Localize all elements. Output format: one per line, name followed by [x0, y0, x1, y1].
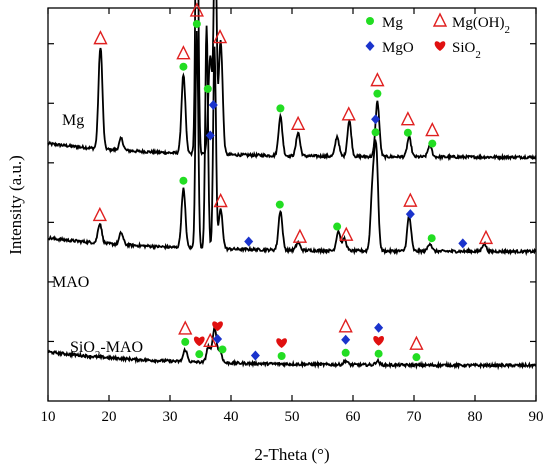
x-tick-label: 60: [346, 409, 361, 425]
mgoh2-marker: [339, 226, 354, 241]
mg-marker: [275, 200, 284, 209]
y-axis-title: Intensity (a.u.): [6, 155, 25, 255]
mg-marker: [195, 350, 204, 359]
mgoh2-marker: [176, 45, 191, 60]
legend-label-base: Mg(OH): [452, 15, 505, 31]
series-traces: [47, 0, 537, 371]
mg-marker: [403, 128, 412, 137]
mgoh2-marker: [213, 192, 228, 208]
series-label-base: SiO: [70, 339, 95, 356]
trace-Mg: [47, 0, 537, 162]
series-label-Mg: Mg: [62, 112, 84, 129]
x-tick-label: 40: [224, 409, 239, 425]
mgoh2-marker: [425, 122, 440, 137]
mg-marker: [203, 84, 212, 93]
mgo-marker: [213, 334, 223, 345]
mg-marker: [179, 62, 188, 71]
x-tick-label: 30: [163, 409, 178, 425]
mg-marker: [374, 349, 383, 358]
mgoh2-marker: [432, 12, 448, 27]
series-label-SiO2-MAO: SiO2-MAO: [70, 339, 143, 361]
mgo-marker: [250, 350, 260, 361]
mgoh2-marker: [212, 28, 228, 44]
mgoh2-marker: [478, 229, 494, 245]
x-tick-label: 50: [285, 409, 300, 425]
mgoh2-marker: [92, 206, 107, 222]
legend-entry-Mg: Mg: [382, 15, 403, 31]
x-tick-label: 90: [529, 409, 544, 425]
mg-marker: [218, 345, 227, 354]
trace-SiO2-MAO: [47, 325, 537, 371]
mgoh2-marker: [370, 72, 385, 87]
legend-label-base: Mg: [382, 15, 403, 31]
x-tick-label: 70: [407, 409, 422, 425]
x-axis-title: 2-Theta (°): [254, 445, 329, 464]
axis-ticks: 10 20 30 40 50 60 70 80 90: [41, 8, 544, 425]
mgoh2-marker: [338, 318, 353, 333]
mg-marker: [277, 351, 286, 360]
mg-marker: [366, 17, 374, 25]
mg-marker: [333, 222, 342, 231]
series-label-sub: 2: [95, 349, 101, 361]
phase-markers: [92, 2, 494, 362]
mgoh2-marker: [341, 106, 356, 121]
legend-entry-SiO2: SiO2: [452, 40, 481, 61]
mgo-marker: [205, 130, 215, 141]
trace-MAO: [47, 25, 537, 257]
mgoh2-marker: [400, 111, 416, 126]
mgo-marker: [405, 209, 415, 220]
mg-marker: [341, 348, 350, 357]
legend-entry-MgO: MgO: [382, 40, 414, 56]
x-tick-label: 80: [468, 409, 483, 425]
mgo-marker: [341, 334, 351, 345]
legend-label-sub: 2: [475, 49, 481, 61]
x-tick-label: 20: [102, 409, 117, 425]
sio2-marker: [373, 336, 384, 346]
legend-label-base: MgO: [382, 40, 414, 56]
mgoh2-marker: [409, 335, 424, 350]
mgo-marker: [208, 99, 218, 110]
mg-marker: [427, 234, 436, 243]
series-label-base: MAO: [52, 274, 89, 291]
mgoh2-marker: [189, 2, 204, 17]
mgo-marker: [365, 41, 375, 51]
series-label-MAO: MAO: [52, 274, 89, 291]
mgo-marker: [371, 114, 381, 125]
sio2-marker: [434, 41, 446, 51]
legend-entry-Mg(OH)2: Mg(OH)2: [452, 15, 510, 36]
mg-marker: [371, 128, 380, 137]
mgo-marker: [374, 322, 384, 333]
mgo-marker: [458, 238, 468, 249]
mgo-marker: [244, 236, 254, 247]
sio2-marker: [212, 321, 223, 332]
mg-marker: [179, 176, 188, 185]
mg-marker: [428, 139, 437, 148]
mgoh2-marker: [290, 115, 306, 131]
mgoh2-marker: [203, 332, 218, 347]
mg-marker: [192, 19, 201, 28]
sio2-marker: [276, 338, 287, 348]
mgoh2-marker: [403, 192, 418, 207]
series-labels: Mg MAO SiO2-MAO: [52, 112, 143, 361]
mgoh2-marker: [93, 30, 108, 45]
mg-marker: [412, 353, 421, 362]
x-tick-label: 10: [41, 409, 56, 425]
legend-label-base: SiO: [452, 40, 476, 56]
mg-marker: [276, 104, 285, 113]
legend-label-sub: 2: [505, 24, 511, 36]
sio2-marker: [193, 336, 205, 347]
mg-marker: [373, 89, 382, 98]
mgoh2-marker: [178, 320, 193, 335]
series-label-base: Mg: [62, 112, 84, 129]
series-label-suffix: -MAO: [100, 339, 143, 356]
mg-marker: [181, 337, 190, 346]
mgoh2-marker: [292, 228, 308, 243]
